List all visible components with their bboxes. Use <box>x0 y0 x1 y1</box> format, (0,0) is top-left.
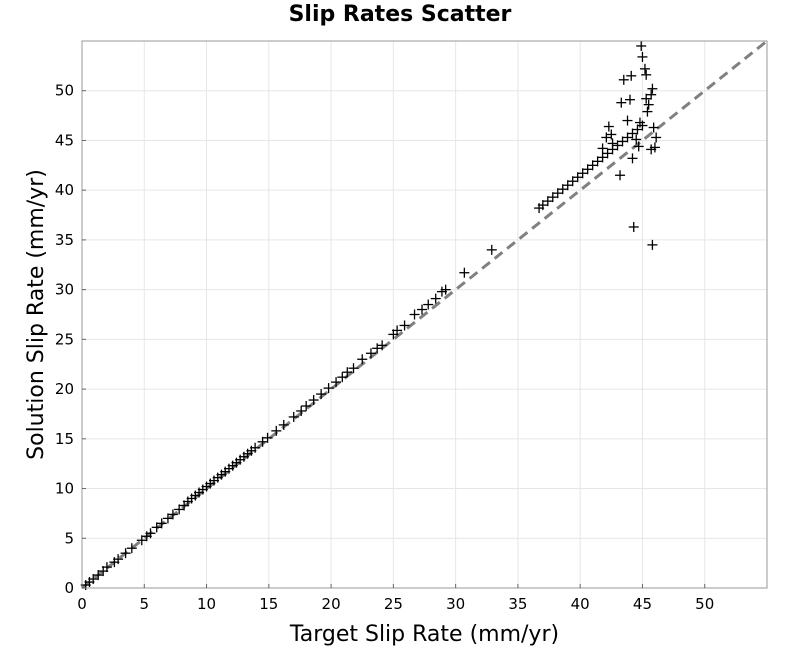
y-axis-label: Solution Slip Rate (mm/yr) <box>24 169 49 460</box>
x-tick-label: 25 <box>384 595 403 613</box>
data-point <box>639 63 650 74</box>
y-tick-label: 10 <box>55 480 74 498</box>
y-axis-ticks: 0 5 10 15 20 25 30 35 40 45 50 <box>55 82 86 597</box>
data-point <box>377 340 388 351</box>
data-point <box>626 70 637 81</box>
y-tick-label: 45 <box>55 131 74 149</box>
x-tick-label: 10 <box>197 595 216 613</box>
data-point <box>634 117 645 128</box>
data-points <box>80 40 662 591</box>
data-point <box>647 83 658 94</box>
data-point <box>637 51 648 62</box>
data-point <box>615 170 626 181</box>
data-point <box>633 141 644 152</box>
data-point <box>316 389 327 400</box>
data-point <box>641 69 652 80</box>
data-point <box>603 121 614 132</box>
data-point <box>618 74 629 85</box>
data-point <box>642 106 653 117</box>
data-point <box>647 239 658 250</box>
x-tick-label: 50 <box>695 595 714 613</box>
data-point <box>648 122 659 133</box>
data-point <box>423 299 434 310</box>
data-point <box>365 348 376 359</box>
data-point <box>625 94 635 105</box>
data-point <box>430 293 441 304</box>
x-axis-ticks: 0 5 10 15 20 25 30 35 40 45 50 <box>77 584 714 613</box>
y-tick-label: 5 <box>64 529 74 547</box>
data-point <box>308 395 319 406</box>
data-point <box>417 304 428 315</box>
data-point <box>459 267 470 278</box>
data-point <box>167 509 178 520</box>
data-point <box>120 548 131 559</box>
data-point <box>597 143 608 154</box>
data-point <box>628 221 639 232</box>
x-tick-label: 0 <box>77 595 87 613</box>
x-tick-label: 5 <box>139 595 149 613</box>
y-tick-label: 50 <box>55 82 74 100</box>
data-point <box>627 153 638 164</box>
data-point <box>145 528 156 539</box>
x-tick-label: 45 <box>633 595 652 613</box>
x-tick-label: 40 <box>571 595 590 613</box>
y-tick-label: 35 <box>55 231 74 249</box>
data-point <box>606 129 617 140</box>
data-point <box>357 354 368 365</box>
data-point <box>331 377 342 388</box>
data-point <box>631 134 642 145</box>
y-tick-label: 15 <box>55 430 74 448</box>
data-point <box>616 97 627 108</box>
data-point <box>649 142 660 153</box>
data-point <box>486 244 497 255</box>
data-point <box>607 138 618 149</box>
data-point <box>651 132 662 143</box>
reference-line <box>81 39 768 590</box>
data-point <box>337 372 348 383</box>
data-point <box>101 562 112 573</box>
data-point <box>409 309 420 320</box>
data-point <box>643 99 654 110</box>
data-point <box>296 405 307 416</box>
plot-frame <box>81 40 768 589</box>
y-tick-label: 25 <box>55 330 74 348</box>
data-point <box>126 543 137 554</box>
x-tick-label: 30 <box>446 595 465 613</box>
data-point <box>399 320 410 331</box>
data-point <box>262 432 273 443</box>
data-point <box>113 554 124 565</box>
y-tick-label: 30 <box>55 281 74 299</box>
data-point <box>271 425 282 436</box>
data-point <box>392 325 403 336</box>
data-point <box>342 367 353 378</box>
data-point <box>250 442 261 453</box>
data-point <box>646 89 657 100</box>
data-point <box>636 40 647 51</box>
data-point <box>301 400 312 411</box>
data-point <box>323 383 334 394</box>
x-tick-label: 15 <box>259 595 278 613</box>
data-point <box>288 411 299 422</box>
x-tick-label: 35 <box>508 595 527 613</box>
chart-title: Slip Rates Scatter <box>288 2 512 27</box>
data-point <box>348 363 359 374</box>
y-tick-label: 0 <box>64 579 74 597</box>
x-tick-label: 20 <box>322 595 341 613</box>
data-point <box>156 518 167 529</box>
y-tick-label: 20 <box>55 380 74 398</box>
y-tick-label: 40 <box>55 181 74 199</box>
x-axis-label: Target Slip Rate (mm/yr) <box>289 622 559 647</box>
data-point <box>622 115 633 126</box>
data-point <box>440 284 451 295</box>
data-point <box>278 419 289 430</box>
